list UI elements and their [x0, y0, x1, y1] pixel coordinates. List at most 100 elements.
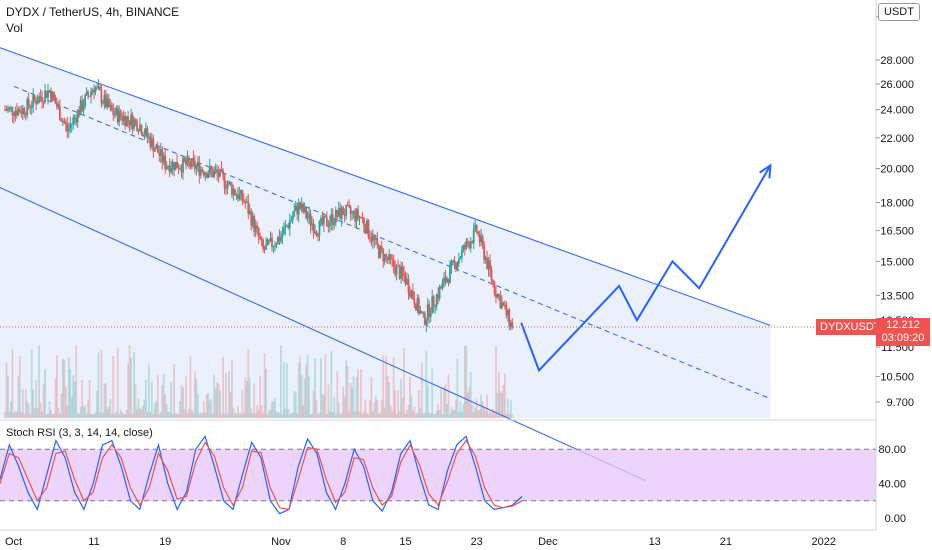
stoch-d-line — [0, 439, 523, 511]
candle-body — [379, 246, 382, 258]
volume-bar — [327, 384, 330, 418]
candle-body — [152, 138, 155, 152]
volume-bar — [222, 356, 224, 418]
volume-bar — [91, 413, 94, 418]
volume-bar — [164, 394, 167, 418]
price-tick-label: 9.700 — [886, 397, 914, 409]
currency-badge[interactable]: USDT — [878, 3, 920, 21]
candle-body — [349, 206, 352, 214]
symbol-legend[interactable]: DYDX / TetherUS, 4h, BINANCE — [6, 5, 180, 19]
volume-bar — [438, 410, 441, 418]
candle-body — [493, 282, 496, 294]
candle-body — [285, 225, 288, 227]
volume-bar — [263, 353, 266, 418]
candle-body — [397, 265, 399, 267]
volume-bar — [162, 374, 165, 418]
candle-body — [355, 209, 358, 222]
candle-body — [342, 207, 345, 215]
volume-bar — [36, 407, 39, 418]
candle-body — [147, 136, 150, 138]
time-tick-label: 21 — [720, 536, 732, 548]
volume-bar — [99, 412, 101, 418]
volume-bar — [395, 413, 398, 418]
candle-body — [32, 95, 35, 107]
candle-body — [217, 173, 220, 177]
candle-body — [130, 114, 132, 126]
volume-bar — [294, 392, 297, 418]
volume-bar — [385, 355, 388, 418]
volume-bar — [306, 354, 309, 418]
volume-bar — [309, 413, 312, 418]
candle-body — [239, 190, 242, 194]
candle-body — [182, 157, 184, 173]
volume-bar — [492, 408, 494, 418]
candle-body — [300, 203, 303, 210]
candle-body — [128, 120, 131, 126]
candle-body — [489, 260, 491, 270]
candle-body — [5, 109, 8, 111]
volume-bar — [173, 364, 175, 418]
candle-body — [287, 225, 290, 229]
candle-body — [134, 119, 137, 121]
volume-bar — [509, 400, 512, 418]
volume-bar — [57, 407, 60, 418]
volume-bar — [66, 405, 69, 418]
candle-body — [496, 293, 499, 298]
volume-bar — [477, 411, 480, 418]
volume-bar — [143, 399, 146, 418]
candle-body — [124, 115, 127, 127]
candle-body — [277, 236, 279, 245]
candle-body — [107, 98, 110, 108]
volume-bar — [373, 402, 376, 418]
candle-body — [472, 228, 475, 243]
volume-bar — [4, 411, 6, 418]
candle-body — [51, 91, 54, 101]
volume-bar — [96, 391, 98, 418]
volume-legend[interactable]: Vol — [6, 21, 23, 35]
candle-body — [118, 110, 121, 123]
candle-body — [202, 171, 205, 176]
candle-body — [228, 181, 230, 185]
channel-fill — [0, 47, 771, 418]
volume-bar — [247, 349, 250, 418]
candle-body — [158, 152, 161, 156]
volume-bar — [136, 409, 138, 418]
candle-body — [257, 228, 260, 237]
candle-body — [60, 120, 63, 122]
candle-body — [93, 90, 95, 93]
volume-bar — [284, 408, 287, 418]
volume-bar — [453, 409, 456, 418]
candle-body — [413, 298, 416, 305]
volume-bar — [412, 410, 414, 418]
volume-bar — [239, 413, 242, 418]
volume-bar — [214, 388, 217, 418]
volume-bar — [466, 392, 469, 418]
volume-bar — [38, 345, 41, 418]
volume-bar — [254, 413, 257, 418]
candle-body — [100, 90, 103, 103]
volume-bar — [361, 413, 364, 418]
volume-bar — [60, 393, 63, 418]
candle-body — [131, 114, 134, 129]
candle-body — [437, 294, 440, 299]
candle-body — [357, 209, 359, 218]
volume-bar — [481, 401, 484, 418]
volume-bar — [109, 398, 112, 418]
volume-bar — [471, 405, 474, 418]
candle-body — [320, 218, 322, 221]
candle-body — [311, 223, 313, 226]
candle-body — [417, 298, 420, 314]
candle-body — [297, 202, 300, 215]
volume-bar — [50, 410, 52, 418]
candle-body — [115, 108, 118, 115]
time-tick-label: Dec — [538, 536, 558, 548]
volume-bar — [354, 410, 356, 418]
candle-body — [58, 106, 61, 121]
volume-bar — [131, 413, 134, 418]
volume-bar — [133, 352, 135, 418]
candle-body — [325, 217, 328, 227]
candle-body — [346, 205, 349, 207]
indicator-legend[interactable]: Stoch RSI (3, 3, 14, 14, close) — [6, 427, 153, 439]
candle-body — [199, 169, 202, 176]
